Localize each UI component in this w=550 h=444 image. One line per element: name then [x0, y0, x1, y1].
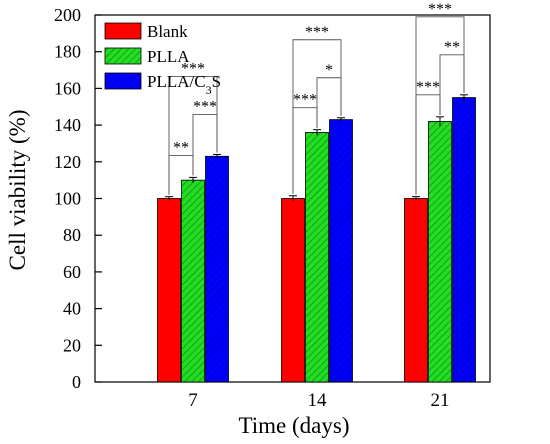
significance-label: *** [305, 24, 329, 41]
significance-bracket [415, 16, 465, 195]
significance-bracket [168, 76, 218, 195]
legend-swatch [104, 47, 142, 65]
y-tick-label: 60 [63, 262, 81, 282]
y-tick-label: 0 [72, 372, 81, 392]
y-tick-label: 40 [63, 299, 81, 319]
significance-brackets: *********************** [168, 1, 465, 195]
significance-label: *** [181, 60, 205, 77]
y-tick-label: 180 [54, 42, 81, 62]
legend-label: PLLA [147, 47, 190, 66]
bars [157, 94, 476, 383]
significance-label: ** [444, 39, 460, 56]
significance-label: *** [428, 1, 452, 18]
y-axis: 0 20 40 60 80 100 120 140 160 180 200 [54, 5, 102, 392]
y-tick-label: 100 [54, 189, 81, 209]
significance-label: * [325, 62, 333, 79]
x-tick-label: 14 [308, 390, 328, 411]
legend-label: PLLA/C3S [147, 72, 221, 97]
significance-label: *** [293, 92, 317, 109]
y-axis-title: Cell viability (%) [5, 110, 30, 271]
legend-swatch [104, 72, 142, 90]
bar [428, 121, 452, 383]
significance-bracket [292, 39, 342, 194]
y-tick-label: 20 [63, 335, 81, 355]
bar [305, 132, 329, 383]
y-tick-label: 140 [54, 115, 81, 135]
significance-label: ** [173, 139, 189, 156]
bar [181, 179, 205, 383]
x-tick-label: 7 [188, 390, 198, 411]
y-tick-label: 200 [54, 5, 81, 25]
x-tick-label: 21 [431, 390, 450, 411]
significance-label: *** [193, 98, 217, 115]
x-axis: 7 14 21 [188, 375, 450, 411]
x-axis-title: Time (days) [239, 413, 350, 438]
y-tick-label: 120 [54, 152, 81, 172]
bar [404, 198, 428, 383]
bar [281, 198, 305, 383]
y-tick-label: 160 [54, 78, 81, 98]
bar [329, 119, 353, 383]
significance-label: *** [416, 79, 440, 96]
bar [205, 155, 229, 383]
bar [157, 198, 181, 383]
y-tick-label: 80 [63, 225, 81, 245]
legend-label: Blank [147, 22, 188, 41]
bar [452, 97, 476, 383]
legend-swatch [104, 22, 142, 40]
